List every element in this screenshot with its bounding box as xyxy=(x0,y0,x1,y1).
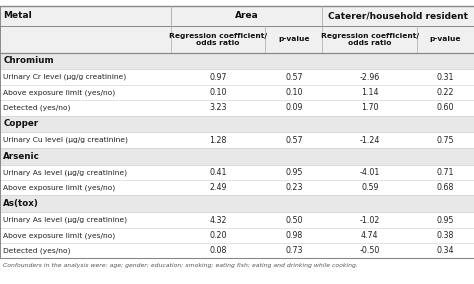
Bar xyxy=(0,212,474,228)
Bar xyxy=(0,148,474,165)
Text: 0.98: 0.98 xyxy=(285,231,302,240)
Text: 0.71: 0.71 xyxy=(437,168,454,177)
Text: Chromium: Chromium xyxy=(3,57,54,66)
Bar xyxy=(0,85,474,100)
Text: 4.74: 4.74 xyxy=(361,231,378,240)
Text: 0.75: 0.75 xyxy=(437,136,454,145)
Text: Urinary Cu level (µg/g creatinine): Urinary Cu level (µg/g creatinine) xyxy=(3,137,128,143)
Text: 0.59: 0.59 xyxy=(361,183,378,192)
Text: p-value: p-value xyxy=(430,36,461,42)
Text: Metal: Metal xyxy=(3,11,32,20)
Bar xyxy=(0,228,474,243)
Bar xyxy=(0,6,474,26)
Bar xyxy=(0,70,474,85)
Bar xyxy=(0,26,474,53)
Text: 0.22: 0.22 xyxy=(437,88,454,97)
Text: 0.10: 0.10 xyxy=(210,88,227,97)
Text: Urinary As level (µg/g creatinine): Urinary As level (µg/g creatinine) xyxy=(3,217,128,223)
Text: -4.01: -4.01 xyxy=(360,168,380,177)
Text: 0.31: 0.31 xyxy=(437,73,454,82)
Text: p-value: p-value xyxy=(278,36,310,42)
Text: Copper: Copper xyxy=(3,120,38,128)
Bar xyxy=(0,116,474,132)
Text: 3.23: 3.23 xyxy=(210,103,227,112)
Text: 0.09: 0.09 xyxy=(285,103,302,112)
Text: 1.28: 1.28 xyxy=(210,136,227,145)
Text: 0.50: 0.50 xyxy=(285,216,302,225)
Text: Area: Area xyxy=(235,11,258,20)
Bar xyxy=(0,195,474,212)
Text: -0.50: -0.50 xyxy=(360,246,380,255)
Text: -2.96: -2.96 xyxy=(360,73,380,82)
Text: Regression coefficient/
odds ratio: Regression coefficient/ odds ratio xyxy=(320,33,419,45)
Text: Regression coefficient/
odds ratio: Regression coefficient/ odds ratio xyxy=(169,33,267,45)
Text: Confounders in the analysis were: age; gender; education; smoking; eating fish; : Confounders in the analysis were: age; g… xyxy=(3,263,358,268)
Text: 0.57: 0.57 xyxy=(285,136,302,145)
Text: 0.41: 0.41 xyxy=(210,168,227,177)
Text: 1.70: 1.70 xyxy=(361,103,378,112)
Text: 2.49: 2.49 xyxy=(210,183,227,192)
Bar xyxy=(0,132,474,148)
Bar xyxy=(0,100,474,116)
Text: 0.10: 0.10 xyxy=(285,88,302,97)
Text: 0.34: 0.34 xyxy=(437,246,454,255)
Text: -1.24: -1.24 xyxy=(360,136,380,145)
Text: 0.23: 0.23 xyxy=(285,183,302,192)
Text: Detected (yes/no): Detected (yes/no) xyxy=(3,248,71,254)
Text: 0.95: 0.95 xyxy=(437,216,454,225)
Bar xyxy=(0,180,474,195)
Bar xyxy=(0,53,474,70)
Text: 4.32: 4.32 xyxy=(210,216,227,225)
Text: As(tox): As(tox) xyxy=(3,199,39,208)
Text: 0.95: 0.95 xyxy=(285,168,302,177)
Text: -1.02: -1.02 xyxy=(360,216,380,225)
Text: Above exposure limit (yes/no): Above exposure limit (yes/no) xyxy=(3,89,116,96)
Text: Urinary Cr level (µg/g creatinine): Urinary Cr level (µg/g creatinine) xyxy=(3,74,127,80)
Text: 0.57: 0.57 xyxy=(285,73,302,82)
Text: 0.20: 0.20 xyxy=(210,231,227,240)
Text: 0.68: 0.68 xyxy=(437,183,454,192)
Text: Detected (yes/no): Detected (yes/no) xyxy=(3,105,71,111)
Text: Urinary As level (µg/g creatinine): Urinary As level (µg/g creatinine) xyxy=(3,169,128,176)
Bar xyxy=(0,243,474,258)
Text: Above exposure limit (yes/no): Above exposure limit (yes/no) xyxy=(3,185,116,191)
Bar xyxy=(0,165,474,180)
Text: 0.97: 0.97 xyxy=(210,73,227,82)
Text: 0.08: 0.08 xyxy=(210,246,227,255)
Text: Caterer/household resident: Caterer/household resident xyxy=(328,11,468,20)
Text: 0.60: 0.60 xyxy=(437,103,454,112)
Text: Above exposure limit (yes/no): Above exposure limit (yes/no) xyxy=(3,232,116,239)
Text: 0.38: 0.38 xyxy=(437,231,454,240)
Text: Arsenic: Arsenic xyxy=(3,152,40,161)
Text: 1.14: 1.14 xyxy=(361,88,378,97)
Text: 0.73: 0.73 xyxy=(285,246,302,255)
